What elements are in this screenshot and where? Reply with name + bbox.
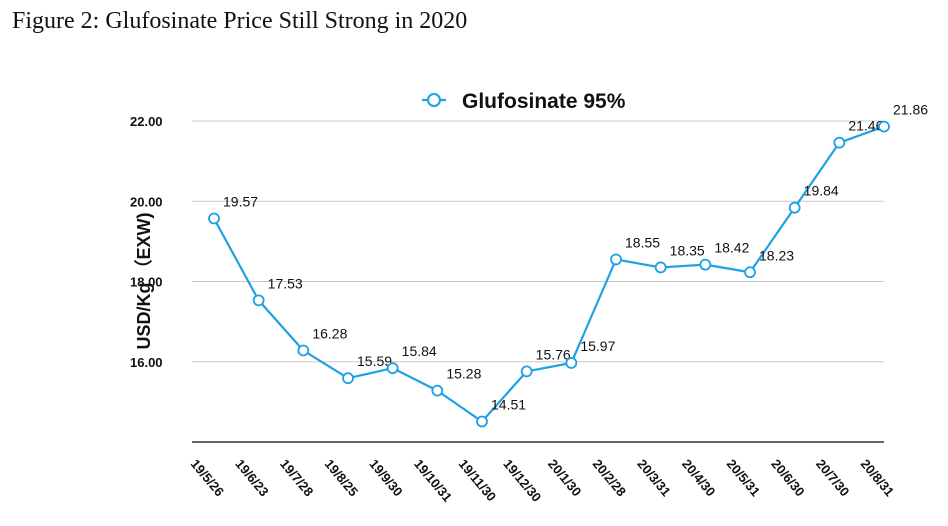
- x-tick-label: 20/5/31: [724, 456, 763, 499]
- x-tick-label: 20/1/30: [545, 456, 584, 499]
- data-label: 14.51: [491, 397, 526, 413]
- figure-title: Figure 2: Glufosinate Price Still Strong…: [12, 8, 468, 34]
- x-tick-label: 20/4/30: [679, 456, 718, 499]
- data-point: [476, 415, 488, 428]
- x-tick-label: 19/7/28: [277, 456, 316, 499]
- data-point: [610, 253, 622, 266]
- series-line-glufosinate: [213, 125, 885, 423]
- legend-marker: [427, 93, 441, 107]
- data-point: [431, 384, 444, 397]
- data-label: 16.28: [312, 326, 347, 342]
- data-point: [208, 212, 220, 225]
- x-tick-label: 19/10/31: [411, 456, 455, 504]
- x-tick-label: 20/3/31: [634, 456, 673, 499]
- data-label: 15.76: [536, 346, 571, 362]
- legend-label: Glufosinate 95%: [462, 90, 626, 113]
- data-label: 17.53: [268, 275, 303, 291]
- data-label: 18.42: [714, 240, 749, 256]
- y-axis-label: USD/Kg （EXW): [134, 212, 154, 349]
- x-tick-label: 19/11/30: [456, 456, 500, 504]
- data-label: 15.28: [446, 366, 481, 382]
- data-point: [878, 120, 890, 133]
- data-label: 18.35: [670, 242, 705, 258]
- x-tick-label: 20/6/30: [768, 456, 807, 499]
- data-point: [744, 266, 756, 279]
- data-point: [699, 258, 712, 271]
- data-point: [386, 362, 399, 375]
- data-label: 21.86: [893, 102, 928, 118]
- data-label: 21.46: [848, 118, 883, 134]
- y-tick-label: 18.00: [130, 275, 163, 290]
- x-tick-label: 20/7/30: [813, 456, 852, 499]
- x-tick-label: 19/5/26: [188, 456, 227, 499]
- data-label: 19.57: [223, 194, 258, 210]
- x-tick-label: 19/6/23: [232, 456, 271, 499]
- x-tick-label: 19/12/30: [500, 456, 544, 504]
- y-tick-label: 20.00: [130, 194, 163, 209]
- data-label: 18.23: [759, 247, 794, 263]
- y-tick-label: 22.00: [130, 114, 163, 129]
- data-label: 19.84: [804, 183, 839, 199]
- data-point: [297, 344, 310, 357]
- data-label: 18.55: [625, 234, 660, 250]
- data-point: [654, 261, 667, 274]
- data-point: [520, 365, 533, 378]
- data-point: [788, 201, 801, 214]
- data-point: [252, 294, 265, 307]
- x-tick-label: 20/2/28: [590, 456, 629, 499]
- y-tick-label: 16.00: [130, 355, 163, 370]
- x-tick-label: 20/8/31: [858, 456, 897, 499]
- data-label: 15.59: [357, 353, 392, 369]
- x-tick-label: 19/9/30: [366, 456, 405, 499]
- data-label: 15.84: [402, 343, 437, 359]
- x-tick-label: 19/8/25: [322, 456, 361, 499]
- data-point: [833, 136, 846, 149]
- data-point: [342, 372, 354, 385]
- data-point: [565, 357, 578, 369]
- data-label: 15.97: [580, 338, 615, 354]
